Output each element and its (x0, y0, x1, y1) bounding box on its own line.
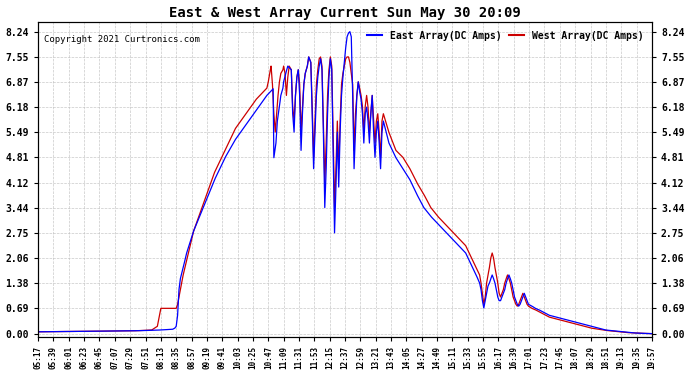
Text: Copyright 2021 Curtronics.com: Copyright 2021 Curtronics.com (44, 35, 200, 44)
Title: East & West Array Current Sun May 30 20:09: East & West Array Current Sun May 30 20:… (169, 6, 521, 20)
Legend: East Array(DC Amps), West Array(DC Amps): East Array(DC Amps), West Array(DC Amps) (364, 27, 647, 45)
